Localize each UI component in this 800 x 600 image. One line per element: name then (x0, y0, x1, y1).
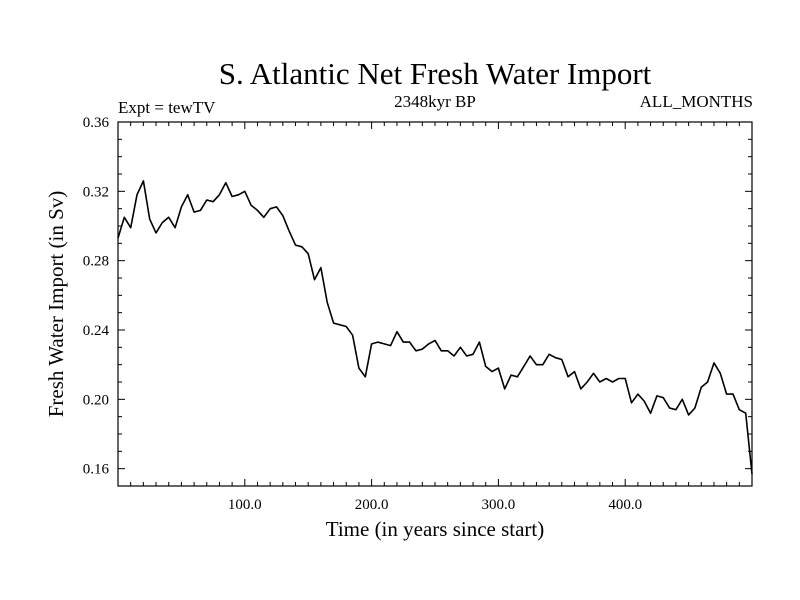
plot-frame (117, 121, 753, 487)
experiment-label: Expt = tewTV (118, 98, 216, 117)
y-tick-label: 0.36 (83, 115, 110, 131)
y-tick-label: 0.28 (83, 254, 109, 270)
months-label: ALL_MONTHS (640, 92, 753, 111)
y-tick-label: 0.20 (83, 392, 109, 408)
y-axis: 0.16 0.20 0.24 0.28 0.32 0.36 (83, 115, 752, 478)
fresh-water-import-line (117, 180, 753, 474)
x-axis: 100.0 200.0 300.0 400.0 (130, 122, 740, 513)
y-axis-label: Fresh Water Import (in Sv) (44, 191, 68, 418)
period-label: 2348kyr BP (394, 92, 476, 111)
x-tick-label: 300.0 (482, 497, 516, 513)
x-axis-label: Time (in years since start) (326, 517, 545, 541)
x-tick-label: 100.0 (228, 497, 262, 513)
x-tick-label: 200.0 (355, 497, 389, 513)
y-tick-label: 0.16 (83, 462, 110, 478)
y-tick-label: 0.32 (83, 184, 109, 200)
x-tick-label: 400.0 (608, 497, 642, 513)
chart-title: S. Atlantic Net Fresh Water Import (219, 56, 652, 91)
y-tick-label: 0.24 (83, 323, 110, 339)
